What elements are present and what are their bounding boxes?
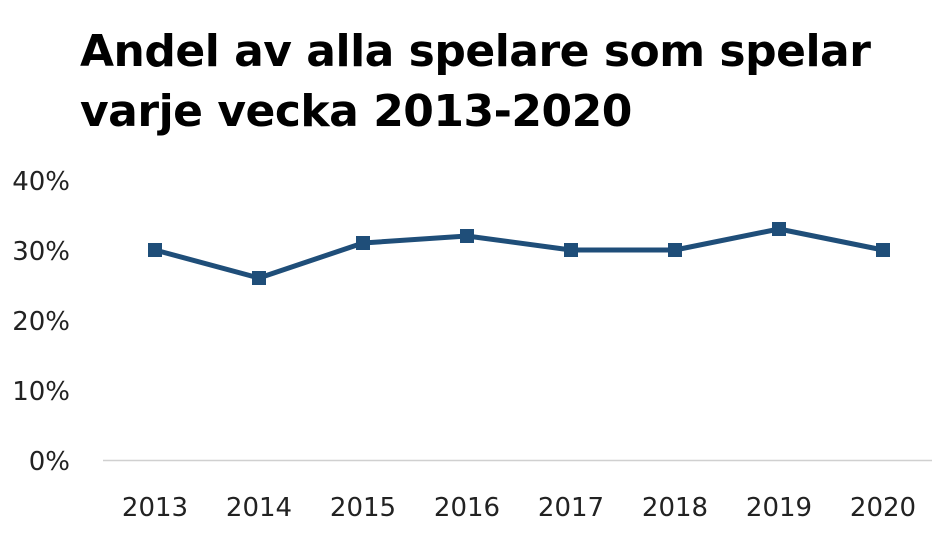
data-point	[252, 271, 266, 285]
data-point	[148, 243, 162, 257]
series-group	[148, 222, 890, 285]
y-tick-label: 10%	[12, 377, 70, 407]
x-axis-ticks: 2013 2014 2015 2016 2017 2018 2019 2020	[122, 493, 916, 523]
data-point	[356, 236, 370, 250]
x-tick-label: 2019	[746, 493, 812, 523]
y-tick-label: 20%	[12, 307, 70, 337]
chart-title: Andel av alla spelare som spelar varje v…	[80, 26, 871, 137]
y-tick-label: 0%	[29, 447, 70, 477]
series-line	[154, 226, 884, 281]
x-tick-label: 2015	[330, 493, 396, 523]
data-point	[876, 243, 890, 257]
y-tick-label: 30%	[12, 237, 70, 267]
data-point	[460, 229, 474, 243]
x-tick-label: 2013	[122, 493, 188, 523]
y-tick-label: 40%	[12, 167, 70, 197]
y-axis-ticks: 0% 10% 20% 30% 40%	[12, 167, 70, 477]
data-point	[564, 243, 578, 257]
x-tick-label: 2018	[642, 493, 708, 523]
data-point	[772, 222, 786, 236]
x-tick-label: 2014	[226, 493, 292, 523]
x-tick-label: 2016	[434, 493, 500, 523]
x-tick-label: 2017	[538, 493, 604, 523]
data-point	[668, 243, 682, 257]
x-tick-label: 2020	[850, 493, 916, 523]
